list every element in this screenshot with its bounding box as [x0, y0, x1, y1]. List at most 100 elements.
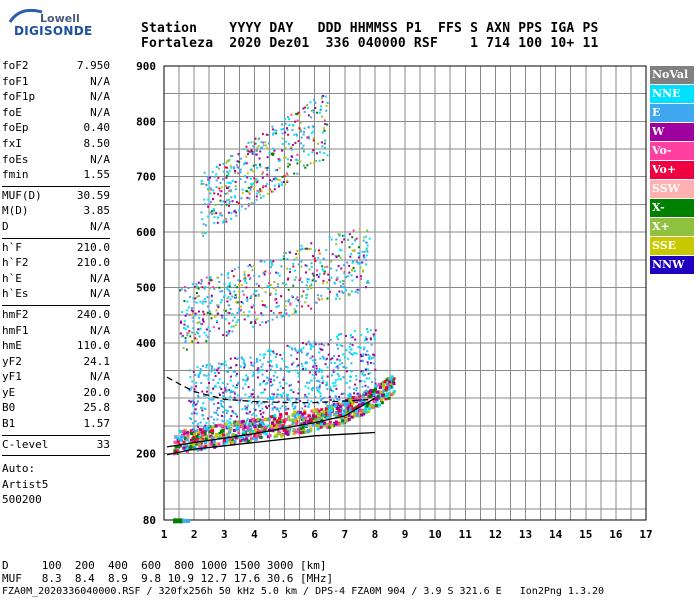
ionogram-echo-dot: [222, 411, 224, 414]
ionogram-echo-dot: [261, 300, 264, 303]
ionogram-echo-dot: [341, 345, 344, 348]
ionogram-echo-dot: [334, 381, 337, 384]
ionogram-echo-dot: [244, 379, 247, 382]
ionogram-echo-dot: [254, 318, 257, 321]
ionogram-echo-dot: [205, 374, 208, 377]
ionogram-echo-dot: [261, 173, 264, 176]
ionogram-echo-dot: [302, 150, 305, 153]
x-tick-label: 6: [311, 528, 318, 541]
ionogram-echo-dot: [283, 251, 286, 254]
ionogram-echo-dot: [260, 365, 263, 368]
ionogram-echo-dot: [203, 313, 206, 316]
ionogram-echo-dot: [299, 121, 302, 124]
ionogram-echo-dot: [357, 256, 360, 259]
ionogram-echo-dot: [243, 362, 246, 365]
ionogram-echo-dot: [264, 270, 267, 273]
ionogram-echo-dot: [257, 284, 260, 287]
ionogram-echo-dot: [204, 434, 208, 438]
ionogram-echo-dot: [356, 412, 360, 416]
ionogram-echo-dot: [367, 390, 371, 394]
ionogram-echo-dot: [352, 388, 355, 391]
ionogram-echo-dot: [363, 392, 365, 395]
ionogram-echo-dot: [365, 393, 368, 396]
ionogram-echo-dot: [367, 354, 370, 356]
ionogram-echo-dot: [201, 323, 203, 326]
ionogram-echo-dot: [188, 399, 191, 402]
ionogram-echo-dot: [357, 414, 361, 418]
ionogram-echo-dot: [355, 389, 358, 392]
ionogram-echo-dot: [191, 380, 194, 383]
ionogram-echo-dot: [193, 439, 197, 443]
ionogram-echo-dot: [355, 414, 359, 417]
ionogram-echo-dot: [342, 353, 345, 356]
ionogram-echo-dot: [248, 192, 251, 195]
ionogram-echo-dot: [260, 190, 263, 193]
ionogram-echo-dot: [224, 193, 227, 195]
ionogram-echo-dot: [250, 202, 253, 204]
ionogram-echo-dot: [285, 283, 288, 286]
ionogram-echo-dot: [374, 400, 378, 404]
ionogram-echo-dot: [221, 214, 223, 217]
profile-trace-profile-upper: [166, 397, 376, 448]
ionogram-echo-dot: [341, 241, 343, 244]
ionogram-echo-dot: [260, 427, 264, 431]
ionogram-echo-dot: [255, 198, 258, 201]
ionogram-echo-dot: [191, 331, 194, 334]
logo-lowell-text: Lowell: [40, 12, 80, 25]
ionogram-echo-dot: [245, 155, 248, 158]
ionogram-echo-dot: [323, 142, 326, 145]
ionogram-echo-dot: [328, 420, 332, 424]
ionogram-echo-dot: [208, 425, 211, 428]
ionogram-echo-dot: [268, 397, 271, 400]
x-tick-label: 8: [372, 528, 379, 541]
ionogram-echo-dot: [291, 421, 295, 425]
ionogram-echo-dot: [339, 402, 342, 406]
ionogram-echo-dot: [326, 101, 329, 104]
ionogram-echo-dot: [278, 274, 281, 277]
ionogram-echo-dot: [210, 391, 213, 394]
ionogram-echo-dot: [294, 141, 297, 144]
ionogram-echo-dot: [258, 137, 261, 140]
ionogram-echo-dot: [297, 392, 300, 395]
ionogram-echo-dot: [250, 141, 253, 144]
ionogram-echo-dot: [198, 317, 200, 319]
ionogram-echo-dot: [306, 164, 309, 167]
ionogram-echo-dot: [264, 383, 267, 386]
ionogram-echo-dot: [264, 353, 266, 356]
ionogram-echo-dot: [235, 428, 239, 432]
ionogram-echo-dot: [224, 360, 227, 363]
ionogram-echo-dot: [323, 129, 326, 132]
ionogram-echo-dot: [281, 143, 284, 145]
ionogram-echo-dot: [336, 295, 339, 297]
ionogram-echo-dot: [205, 224, 207, 227]
ionogram-echo-dot: [249, 356, 252, 359]
ionogram-echo-dot: [240, 197, 243, 200]
ionogram-echo-dot: [229, 298, 232, 301]
ionogram-echo-dot: [263, 273, 266, 276]
ionogram-echo-dot: [191, 399, 194, 402]
ionogram-echo-dot: [281, 357, 284, 360]
ionogram-echo-dot: [300, 265, 303, 268]
ionogram-echo-dot: [374, 382, 377, 385]
ionogram-echo-dot: [259, 409, 262, 412]
ionogram-echo-dot: [229, 391, 232, 394]
ionogram-echo-dot: [317, 297, 320, 300]
profile-trace-dashed: [166, 376, 375, 404]
ionogram-echo-dot: [293, 269, 296, 272]
ionogram-echo-dot: [307, 278, 310, 281]
ionogram-echo-dot: [270, 309, 273, 312]
ionogram-echo-dot: [231, 295, 234, 298]
ionogram-echo-dot: [262, 185, 265, 188]
ionogram-echo-dot: [287, 394, 290, 397]
ionogram-echo-dot: [175, 445, 179, 449]
ionogram-echo-dot: [263, 388, 266, 391]
ionogram-echo-dot: [231, 433, 235, 437]
ionogram-echo-dot: [316, 294, 319, 297]
ionogram-echo-dot: [259, 420, 263, 424]
ionogram-echo-dot: [306, 396, 308, 399]
ionogram-echo-dot: [276, 432, 280, 436]
ionogram-echo-dot: [269, 353, 272, 356]
ionogram-echo-dot: [306, 430, 310, 434]
ionogram-echo-dot: [366, 229, 369, 232]
ionogram-echo-dot: [321, 348, 324, 351]
